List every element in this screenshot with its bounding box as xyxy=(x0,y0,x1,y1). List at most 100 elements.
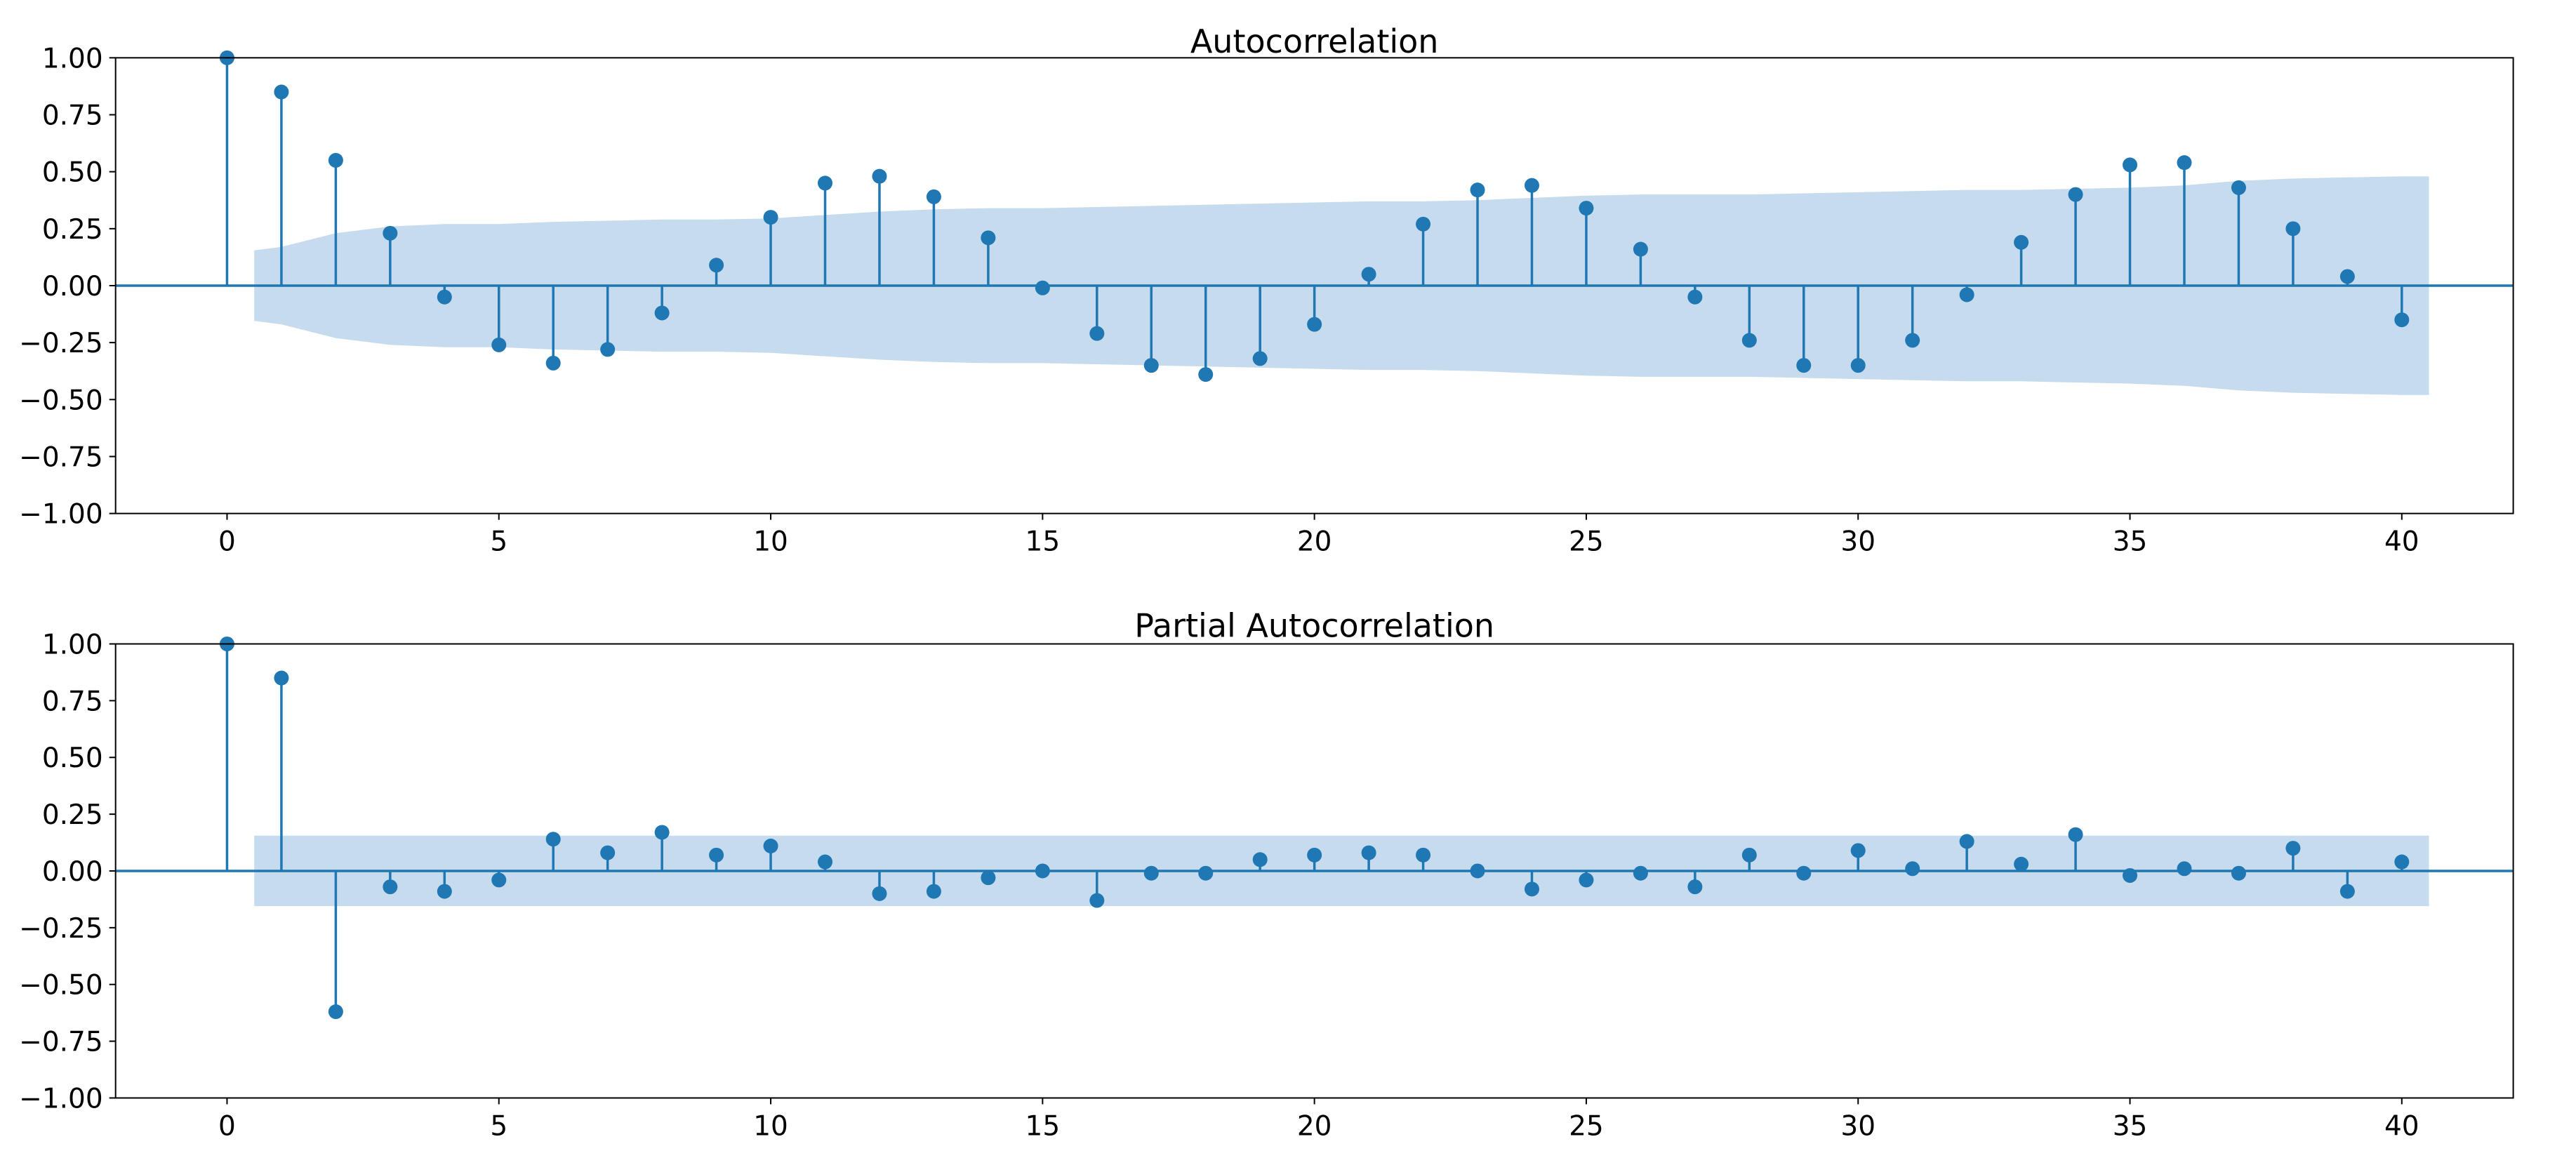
x-tick-label: 0 xyxy=(218,526,236,558)
stem-marker xyxy=(1579,872,1594,888)
stem-marker xyxy=(1416,216,1431,232)
stem-marker xyxy=(1741,333,1757,348)
chart-title: Autocorrelation xyxy=(1190,22,1439,60)
stem-marker xyxy=(818,854,833,870)
stem-marker xyxy=(437,884,452,899)
stem-marker xyxy=(2285,221,2301,237)
stem-marker xyxy=(491,872,507,888)
y-tick-label: 1.00 xyxy=(42,43,103,74)
stem-marker xyxy=(2231,865,2246,881)
stem-marker xyxy=(383,879,398,895)
y-tick-label: −0.25 xyxy=(19,328,103,359)
stem-marker xyxy=(709,258,724,273)
stem-marker xyxy=(1633,865,1648,881)
stem-marker xyxy=(1959,287,1974,302)
x-tick-label: 20 xyxy=(1297,526,1332,558)
x-tick-label: 0 xyxy=(218,1110,236,1142)
stem-marker xyxy=(1307,317,1322,332)
stem-marker xyxy=(1361,267,1376,282)
y-tick-label: 0.75 xyxy=(42,100,103,132)
x-tick-label: 40 xyxy=(2384,526,2419,558)
stem-marker xyxy=(1198,865,1214,881)
stem-marker xyxy=(1579,201,1594,216)
x-tick-label: 5 xyxy=(490,526,507,558)
stem-marker xyxy=(1633,241,1648,257)
stem-marker xyxy=(763,210,778,225)
stem-marker xyxy=(274,84,289,100)
stem-marker xyxy=(1035,863,1050,879)
stem-marker xyxy=(1524,881,1539,897)
stem-marker xyxy=(1524,178,1539,193)
stem-marker xyxy=(274,670,289,686)
stem-marker xyxy=(926,189,941,204)
stem-marker xyxy=(545,355,561,371)
stem-marker xyxy=(2177,861,2192,877)
x-tick-label: 10 xyxy=(753,526,788,558)
y-tick-label: 0.25 xyxy=(42,799,103,831)
partial-autocorrelation-panel: 0 5 10 15 20 25 30 35 40 1.00 0.75 0.50 0.25 0.00 −0.2… xyxy=(19,607,2514,1142)
y-tick-label: 0.00 xyxy=(42,271,103,302)
stem-marker xyxy=(2068,187,2083,202)
stem-marker xyxy=(1959,834,1974,849)
stem-marker xyxy=(872,886,887,901)
stem-marker xyxy=(1198,367,1214,382)
stem-marker xyxy=(2123,157,2138,173)
chart-title: Partial Autocorrelation xyxy=(1134,607,1494,645)
y-tick-label: −1.00 xyxy=(19,1083,103,1114)
stem-marker xyxy=(1796,358,1812,373)
stem-marker xyxy=(1307,847,1322,863)
stem-marker xyxy=(2394,854,2410,870)
stem-marker xyxy=(709,847,724,863)
stem-marker xyxy=(654,305,670,321)
y-tick-label: −1.00 xyxy=(19,499,103,531)
x-tick-label: 35 xyxy=(2113,526,2148,558)
stem-marker xyxy=(1905,861,1920,877)
stem-marker xyxy=(1416,847,1431,863)
stem-marker xyxy=(2339,269,2355,284)
stem-marker xyxy=(2339,884,2355,899)
stem-marker xyxy=(1089,893,1105,908)
stem-marker xyxy=(1905,333,1920,348)
stem-marker xyxy=(2231,180,2246,195)
stem-marker xyxy=(1035,280,1050,295)
stem-marker xyxy=(763,838,778,853)
stem-marker xyxy=(1089,326,1105,341)
x-tick-label: 10 xyxy=(753,1110,788,1142)
stem-marker xyxy=(872,168,887,184)
y-tick-label: −0.50 xyxy=(19,385,103,416)
y-tick-label: −0.50 xyxy=(19,970,103,1001)
stem-marker xyxy=(1252,351,1268,366)
stem-marker xyxy=(1143,865,1159,881)
stem-marker xyxy=(2014,856,2029,872)
y-tick-label: 0.50 xyxy=(42,157,103,189)
stem-marker xyxy=(1687,289,1703,305)
y-tick-label: −0.75 xyxy=(19,441,103,473)
stem-marker xyxy=(600,342,616,357)
stem-marker xyxy=(2123,867,2138,883)
stem-marker xyxy=(328,1004,343,1020)
x-tick-label: 15 xyxy=(1025,526,1061,558)
x-tick-label: 30 xyxy=(1840,526,1875,558)
x-tick-label: 25 xyxy=(1569,1110,1604,1142)
y-tick-label: 0.25 xyxy=(42,214,103,246)
stem-marker xyxy=(2394,312,2410,328)
stem-marker xyxy=(981,870,996,886)
stem-marker xyxy=(981,230,996,246)
x-tick-label: 25 xyxy=(1569,526,1604,558)
stem-marker xyxy=(2068,827,2083,842)
stem-marker xyxy=(654,825,670,840)
stem-marker xyxy=(1470,182,1485,198)
stem-marker xyxy=(1470,863,1485,879)
autocorrelation-panel: 0 5 10 15 20 25 30 35 40 1.00 0.75 0.50 0.25 0.00 −0.2… xyxy=(19,22,2514,558)
stem-marker xyxy=(545,832,561,847)
x-tick-label: 40 xyxy=(2384,1110,2419,1142)
y-tick-label: −0.25 xyxy=(19,913,103,945)
stem-marker xyxy=(1741,847,1757,863)
stem-marker xyxy=(818,175,833,191)
x-tick-label: 5 xyxy=(490,1110,507,1142)
x-tick-label: 35 xyxy=(2113,1110,2148,1142)
x-tick-label: 20 xyxy=(1297,1110,1332,1142)
stem-marker xyxy=(600,845,616,860)
stem-marker xyxy=(2014,234,2029,250)
stem-marker xyxy=(1143,358,1159,373)
